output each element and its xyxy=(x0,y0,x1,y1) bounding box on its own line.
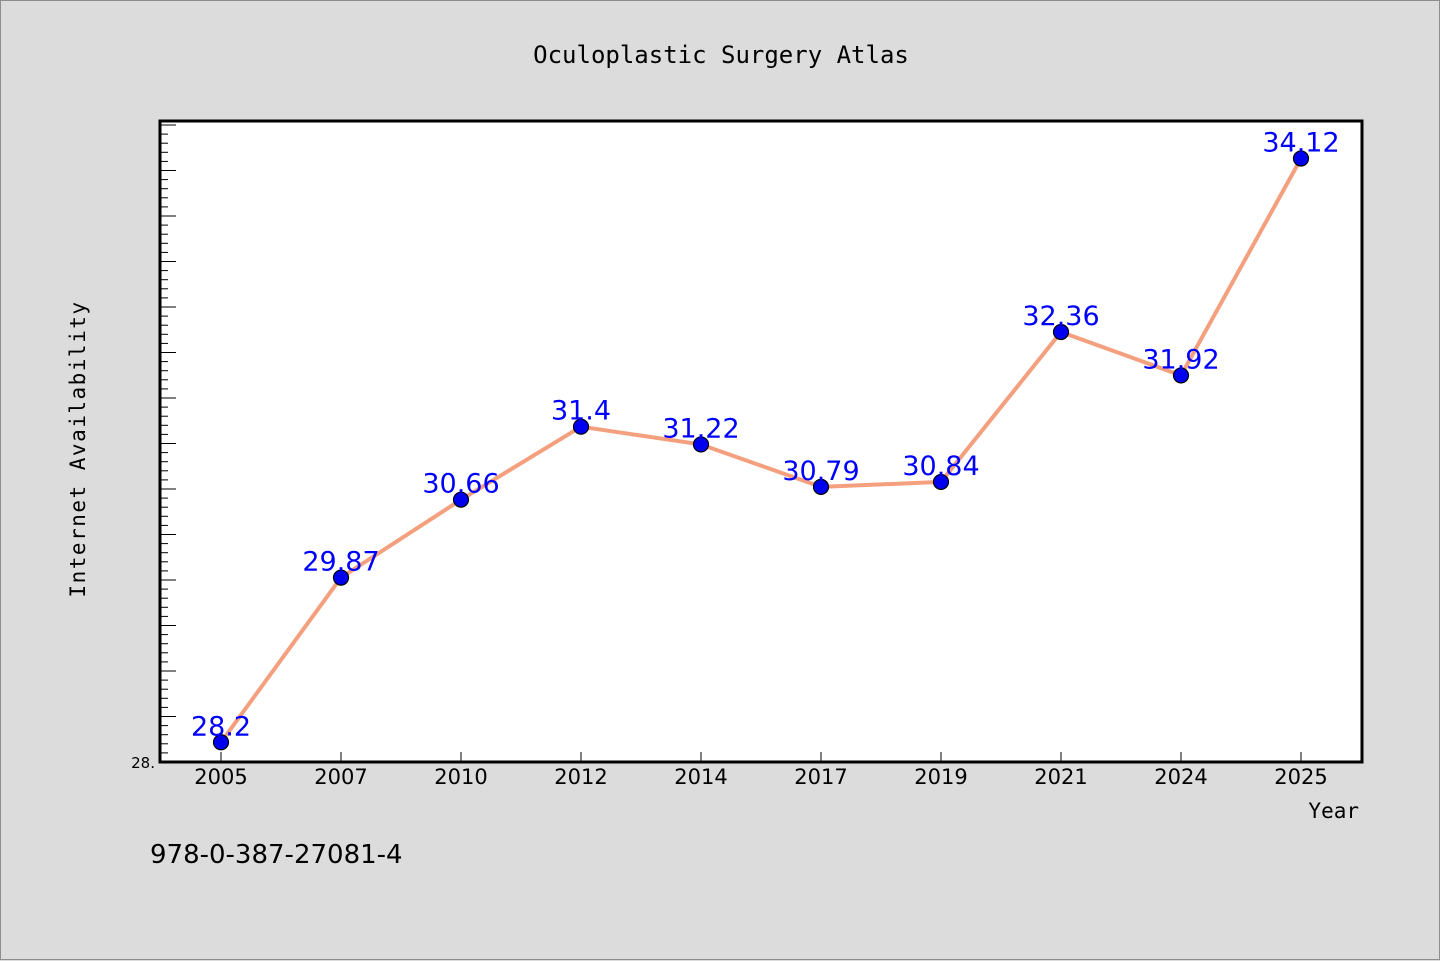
x-tick-label: 2005 xyxy=(194,765,247,789)
series-layer xyxy=(212,150,1310,751)
data-point xyxy=(812,478,830,495)
data-point xyxy=(692,436,710,453)
data-labels: 28.2 29.87 30.66 31.4 31.22 30.79 30.84 32.36 31… xyxy=(191,127,1340,742)
x-tick-label: 2014 xyxy=(674,765,727,789)
data-point xyxy=(1052,323,1070,341)
data-label: 34.12 xyxy=(1262,127,1339,158)
plot-area xyxy=(158,119,1364,764)
data-label: 31.22 xyxy=(662,413,739,444)
data-label: 30.79 xyxy=(782,456,859,487)
data-point xyxy=(212,734,230,751)
isbn-footer: 978-0-387-27081-4 xyxy=(150,840,403,870)
series-line xyxy=(219,157,1303,744)
x-axis-label: Year xyxy=(1308,799,1359,823)
data-label: 29.87 xyxy=(302,547,379,578)
data-point xyxy=(932,473,950,491)
x-tick-label: 2019 xyxy=(914,765,967,789)
data-point xyxy=(332,569,350,586)
data-point xyxy=(572,418,590,435)
y-axis-ticks xyxy=(160,124,176,763)
x-axis-ticks xyxy=(220,752,1302,762)
x-tick-label: 2010 xyxy=(434,765,487,789)
data-point xyxy=(452,491,470,508)
x-tick-label: 2007 xyxy=(314,765,367,789)
data-label: 30.84 xyxy=(902,451,979,482)
x-tick-label: 2024 xyxy=(1154,765,1207,789)
data-label: 31.4 xyxy=(551,396,611,427)
x-tick-labels: 2005 2007 2010 2012 2014 2017 2019 2021 2024 2025 xyxy=(194,765,1327,789)
data-label: 30.66 xyxy=(422,469,499,500)
x-tick-label: 2017 xyxy=(794,765,847,789)
data-label: 28.2 xyxy=(191,711,251,742)
chart-title: Oculoplastic Surgery Atlas xyxy=(533,41,909,69)
data-label: 32.36 xyxy=(1022,301,1099,332)
data-point xyxy=(1172,367,1190,384)
x-tick-label: 2021 xyxy=(1034,765,1087,789)
y-axis-label: Internet Availability xyxy=(66,300,90,597)
data-point xyxy=(1292,150,1310,167)
x-tick-label: 2012 xyxy=(554,765,607,789)
y-tick-label: 28. xyxy=(131,754,155,772)
x-tick-label: 2025 xyxy=(1274,765,1327,789)
data-label: 31.92 xyxy=(1142,344,1219,375)
